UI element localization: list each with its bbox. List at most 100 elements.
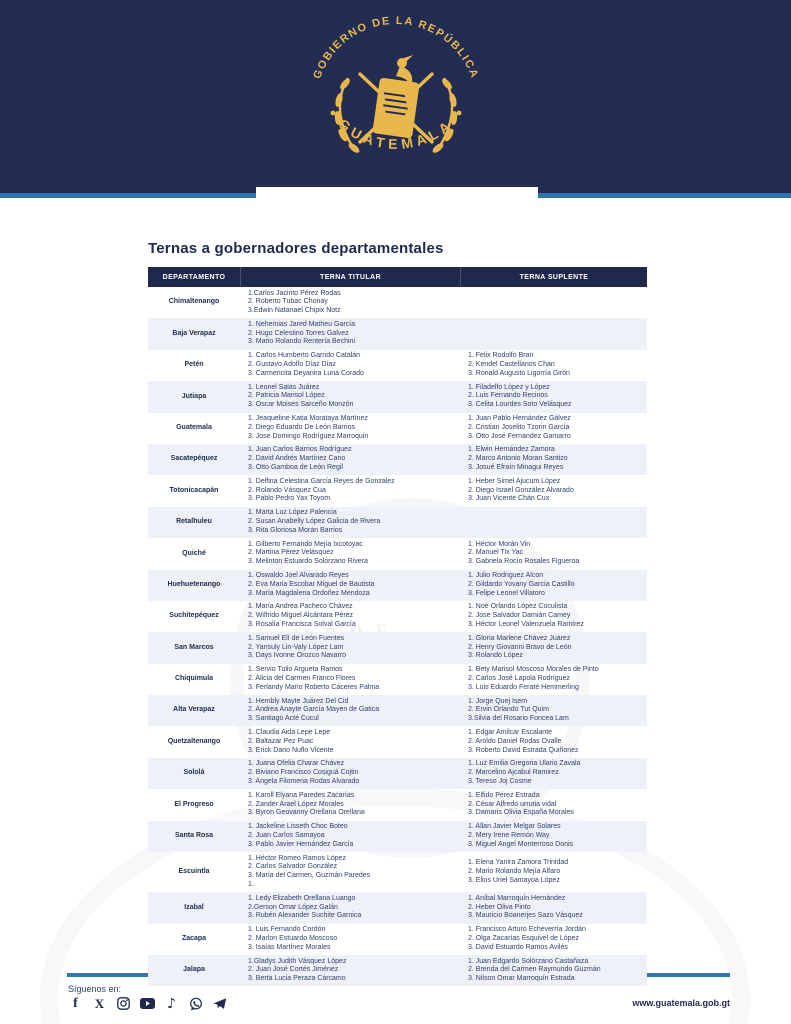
- instagram-icon[interactable]: [116, 996, 131, 1011]
- candidate-name: 1.Carlos Jacinto Pérez Rodas: [248, 289, 341, 297]
- youtube-icon[interactable]: [140, 996, 155, 1011]
- titular-names-cell: 1. Servio Tulio Argueta Ramos 2. Alicia d…: [240, 666, 460, 692]
- table-row: Petén 1. Carlos Humberto Garrido Catalán 2…: [148, 350, 647, 381]
- logo-top-arc-text: GOBIERNO DE LA REPÚBLICA: [311, 15, 480, 81]
- suplente-names-cell: 1. Aníbal Marroquín Hernández 2. Heber Ol…: [460, 895, 647, 921]
- candidate-name: 2. Roberto Tubac Chonay: [248, 298, 328, 306]
- candidate-name: 2. Aroldo Daniel Rodas Ovalle: [468, 737, 562, 745]
- candidate-name: 3. Angela Filomena Rodas Alvarado: [248, 777, 360, 785]
- candidate-name: 1. Jorge Quej Isem: [468, 697, 528, 705]
- candidate-name: 1.: [248, 880, 254, 888]
- suplente-names-cell: 1. Francisco Arturo Echeverría Jordán 2. …: [460, 926, 647, 952]
- laurel-wreath-icon: [334, 77, 458, 153]
- candidate-name: 3. Gabriela Rocío Rosales Figueroa: [468, 558, 580, 566]
- table-row: Suchitepéquez 1. María Andrea Pacheco Chá…: [148, 601, 647, 632]
- department-name: Chiquimula: [174, 675, 214, 683]
- website-link[interactable]: www.guatemala.gob.gt: [632, 998, 730, 1008]
- candidate-name: 2. Mery Irene Remón Way: [468, 831, 550, 839]
- main-content: Ternas a gobernadores departamentales LI…: [0, 228, 791, 987]
- department-name: Jalapa: [183, 966, 205, 974]
- candidate-name: 3. Ferlandy Mario Roberto Cáceres Palma: [248, 683, 380, 691]
- titular-names-cell: 1. Gilberto Fernando Mejía Ixcotoyac 2. M…: [240, 541, 460, 567]
- header-notch: [256, 187, 538, 199]
- candidate-name: 1. Karoll Elyana Paredes Zacarías: [248, 791, 355, 799]
- department-name: Alta Verapaz: [173, 706, 215, 714]
- suplente-names-cell: 1. Heber Simel Ajucum López 2. Diego Isra…: [460, 478, 647, 504]
- department-name: Jutiapa: [181, 392, 207, 400]
- titular-names-cell: 1. Jackeline Lisseth Choc Boteo 2. Juan C…: [240, 823, 460, 849]
- candidate-name: 3. Nilson Omar Marroquín Estrada: [468, 975, 575, 983]
- department-name: Zacapa: [181, 935, 207, 942]
- table-row: Sololá 1. Juana Ofelia Charar Chávez 2. Bi…: [148, 757, 647, 790]
- table-row: Chiquimula 1. Servio Tulio Argueta Ramos 2…: [148, 664, 647, 695]
- facebook-icon[interactable]: f: [73, 995, 78, 1011]
- titular-names-cell: 1. Samuel Elí de León Fuentes 2. Yansuly …: [240, 635, 460, 661]
- candidate-name: 3. María Magdalena Ordoñez Mendoza: [248, 589, 370, 597]
- candidate-name: 1. Elena Yanira Zamora Trinidad: [468, 858, 569, 866]
- candidate-name: 2. Brenda del Carmen Raymundo Guzmán: [468, 966, 601, 974]
- suplente-names-cell: 1. Filadelfo López y López 2. Luis Fernan…: [460, 384, 647, 410]
- titular-names-cell: 1. Luis Fernando Cordón 2. Marlon Estuard…: [240, 926, 460, 952]
- candidate-name: 2. Diego Israel González Alvarado: [468, 486, 574, 494]
- candidate-name: 3. Elios Uriel Samayoa López: [468, 876, 560, 884]
- candidate-name: 3. Erick Dario Nuflo Vicente: [248, 746, 334, 754]
- candidate-name: 1. Noé Orlando López Coculista: [468, 603, 568, 611]
- candidate-name: 2. Patricia Marisol López: [248, 392, 325, 400]
- titular-names-cell: 1. Ledy Elizabeth Orellana Luango 2.Gerso…: [240, 895, 460, 921]
- table-row: Alta Verapaz 1. Hembly Mayte Juárez Del C…: [148, 695, 647, 727]
- tiktok-icon[interactable]: ♪: [167, 995, 176, 1012]
- candidate-name: 1. Francisco Arturo Echeverría Jordán: [468, 926, 586, 934]
- candidate-name: 2. Biviano Francisco Cosiguá Cojtin: [248, 769, 359, 777]
- quetzal-icon: [396, 55, 416, 120]
- candidate-name: 1. Edgar Amilcar Escalante: [468, 728, 553, 736]
- candidate-name: 2. Hugo Celestino Torres Galvez: [248, 329, 349, 337]
- candidate-name: 2. Juan Carlos Samayoa: [248, 831, 325, 839]
- titular-names-cell: 1. Héctor Romeo Ramos López 2. Carlos Sal…: [240, 855, 460, 890]
- candidate-name: 1. Heber Simel Ajucum López: [468, 477, 561, 485]
- candidate-name: 3. Felipe Leonel Villatoro: [468, 589, 545, 597]
- candidate-name: 1. Gloria Marlene Chávez Juárez: [468, 634, 571, 642]
- department-name: Quetzaltenango: [167, 737, 221, 745]
- table-row: El Progreso 1. Karoll Elyana Paredes Zaca…: [148, 789, 647, 820]
- telegram-icon[interactable]: [212, 996, 227, 1011]
- table-row: San Marcos 1. Samuel Elí de León Fuentes 2…: [148, 632, 647, 664]
- department-name: El Progreso: [174, 800, 214, 808]
- candidate-name: 1. Elwin Hernández Zamora: [468, 446, 555, 454]
- column-header-terna-titular: TERNA TITULAR: [240, 267, 460, 287]
- suplente-names-cell: 1. Elfido Pérez Estrada 2. César Alfredo …: [460, 792, 647, 818]
- candidate-name: 1. Jeaqueline Katia Morataya Martínez: [248, 415, 368, 423]
- department-name: Petén: [184, 361, 204, 369]
- candidate-name: 2. Marcelino Ajcabul Ramirez: [468, 769, 559, 777]
- titular-names-cell: 1. Claudia Aida Lepe Lepe 2. Baltazar Pez…: [240, 729, 460, 755]
- candidate-name: 2. Manuel Tix Yac: [468, 549, 523, 557]
- candidate-name: 3. Oscar Moises Sarceño Monzón: [248, 401, 354, 409]
- titular-names-cell: 1. Marta Luz López Palencia 2. Susan Anab…: [240, 509, 460, 535]
- candidate-name: 3. Mauricio Boanerjes Sazo Vásquez: [468, 912, 583, 920]
- candidate-name: 2. Diego Eduardo De León Barrios: [248, 423, 356, 431]
- candidate-name: 2. Cristian Joselito Tzorin García: [468, 423, 570, 431]
- candidate-name: 2. Martina Pérez Velásquez: [248, 549, 334, 557]
- candidate-name: 2. Henry Giovanni Bravo de León: [468, 643, 572, 651]
- suplente-names-cell: 1. Allan Javier Melgar Solares 2. Mery Ir…: [460, 823, 647, 849]
- candidate-name: 2. César Alfredo urrutia vidal: [468, 800, 557, 808]
- department-name: Totonicacapán: [169, 486, 219, 494]
- titular-names-cell: 1. María Andrea Pacheco Chávez 2. Wilfrid…: [240, 603, 460, 629]
- candidate-name: 3. Rosalía Francisca Solval García: [248, 621, 356, 628]
- candidate-name: 1. Filadelfo López y López: [468, 383, 550, 391]
- candidate-name: 2. Yansuly Lin-Valy López Lam: [248, 643, 344, 651]
- government-logo: GOBIERNO DE LA REPÚBLICA GUATEMALA: [311, 15, 480, 153]
- suplente-names-cell: 1. Julio Rodriguez Alcon 2. Gildardo Yova…: [460, 572, 647, 598]
- x-twitter-icon[interactable]: X: [94, 995, 105, 1011]
- department-name: Guatemala: [176, 423, 212, 431]
- table-row: Guatemala 1. Jeaqueline Katia Morataya Ma…: [148, 413, 647, 444]
- candidate-name: 3. Rolando López: [468, 652, 523, 660]
- department-name: Sololá: [183, 769, 205, 777]
- candidate-name: 1. Hembly Mayte Juárez Del Cid: [248, 697, 349, 705]
- candidate-name: 1. Juan Carlos Barrios Rodríguez: [248, 446, 352, 454]
- whatsapp-icon[interactable]: [188, 996, 203, 1011]
- department-name: Baja Verapaz: [172, 329, 216, 337]
- candidate-name: 2. Marlon Estuardo Moscoso: [248, 934, 338, 942]
- candidate-name: 2. Heber Oliva Pinto: [468, 903, 531, 911]
- candidate-name: 3. Luis Eduardo Feraté Hemmerling: [468, 683, 579, 691]
